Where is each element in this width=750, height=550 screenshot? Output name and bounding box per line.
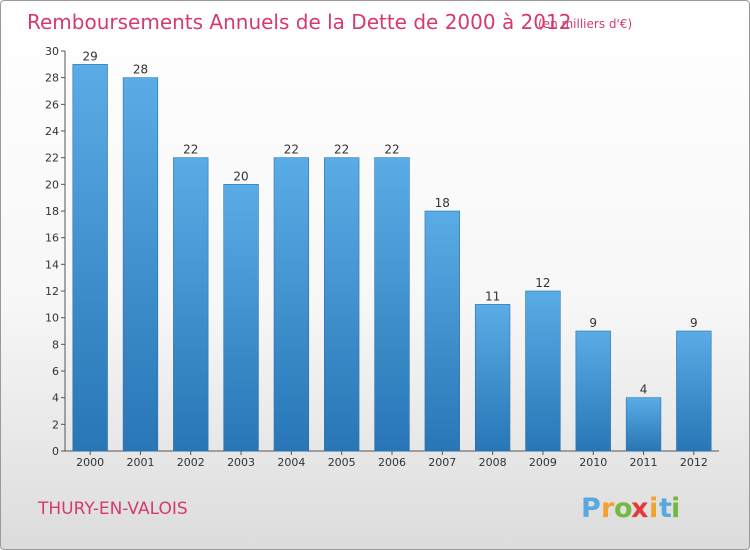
x-tick-label: 2012 bbox=[680, 456, 708, 469]
bar bbox=[525, 290, 561, 452]
bar-value-label: 11 bbox=[485, 289, 500, 303]
bar-value-label: 9 bbox=[690, 316, 698, 330]
bar bbox=[374, 157, 410, 452]
y-tick-label: 18 bbox=[45, 205, 59, 218]
x-tick-label: 2007 bbox=[428, 456, 456, 469]
bar-value-label: 12 bbox=[535, 276, 550, 290]
bar-value-label: 28 bbox=[133, 63, 148, 77]
bar-value-label: 22 bbox=[334, 143, 349, 157]
bar bbox=[223, 184, 259, 452]
bar bbox=[324, 157, 360, 452]
bar-value-label: 20 bbox=[233, 169, 248, 183]
logo-letter: x bbox=[631, 493, 648, 524]
x-tick-label: 2009 bbox=[529, 456, 557, 469]
x-tick-label: 2004 bbox=[277, 456, 305, 469]
y-tick-label: 0 bbox=[52, 445, 59, 458]
x-tick-label: 2008 bbox=[479, 456, 507, 469]
logo-letter: t bbox=[659, 493, 672, 524]
y-tick-label: 4 bbox=[52, 392, 59, 405]
x-tick-label: 2011 bbox=[630, 456, 658, 469]
bar bbox=[273, 157, 310, 452]
x-tick-label: 2005 bbox=[328, 456, 356, 469]
y-tick-label: 14 bbox=[45, 258, 59, 271]
logo-letter: o bbox=[614, 493, 633, 524]
bar-value-label: 22 bbox=[284, 143, 299, 157]
y-tick-label: 22 bbox=[45, 152, 59, 165]
town-name: THURY-EN-VALOIS bbox=[37, 499, 188, 519]
bar bbox=[474, 304, 511, 452]
bar bbox=[72, 64, 108, 452]
y-tick-label: 26 bbox=[45, 98, 59, 111]
logo-letter: i bbox=[649, 493, 658, 524]
x-tick-label: 2002 bbox=[177, 456, 205, 469]
bar bbox=[575, 330, 611, 452]
x-tick-label: 2003 bbox=[227, 456, 255, 469]
logo-letter: i bbox=[671, 493, 680, 524]
y-tick-label: 2 bbox=[52, 418, 59, 431]
x-tick-label: 2001 bbox=[126, 456, 154, 469]
bar-value-label: 9 bbox=[589, 316, 597, 330]
y-tick-label: 28 bbox=[45, 72, 59, 85]
bar bbox=[122, 77, 159, 452]
y-tick-label: 6 bbox=[52, 365, 59, 378]
bar bbox=[625, 397, 662, 452]
chart-title: Remboursements Annuels de la Dette de 20… bbox=[27, 10, 571, 34]
bar bbox=[424, 210, 460, 452]
logo-letter: P bbox=[581, 493, 601, 524]
bar bbox=[173, 157, 209, 452]
bar bbox=[676, 330, 712, 452]
y-tick-label: 24 bbox=[45, 125, 59, 138]
bar-value-label: 18 bbox=[435, 196, 450, 210]
y-tick-label: 16 bbox=[45, 232, 59, 245]
y-tick-label: 30 bbox=[45, 45, 59, 58]
y-tick-label: 8 bbox=[52, 338, 59, 351]
x-tick-label: 2010 bbox=[579, 456, 607, 469]
x-tick-label: 2006 bbox=[378, 456, 406, 469]
bar-value-label: 29 bbox=[83, 49, 98, 63]
logo-letter: r bbox=[601, 493, 615, 524]
y-tick-label: 10 bbox=[45, 312, 59, 325]
y-tick-label: 12 bbox=[45, 285, 59, 298]
bars-layer: 29 28 22 20 22 22 22 18 11 12 9 4 9 bbox=[72, 49, 712, 452]
x-tick-label: 2000 bbox=[76, 456, 104, 469]
bar-value-label: 22 bbox=[183, 143, 198, 157]
bar-value-label: 22 bbox=[384, 143, 399, 157]
chart-unit: (en milliers d'€) bbox=[538, 17, 632, 31]
y-tick-label: 20 bbox=[45, 178, 59, 191]
bar-value-label: 4 bbox=[640, 383, 648, 397]
